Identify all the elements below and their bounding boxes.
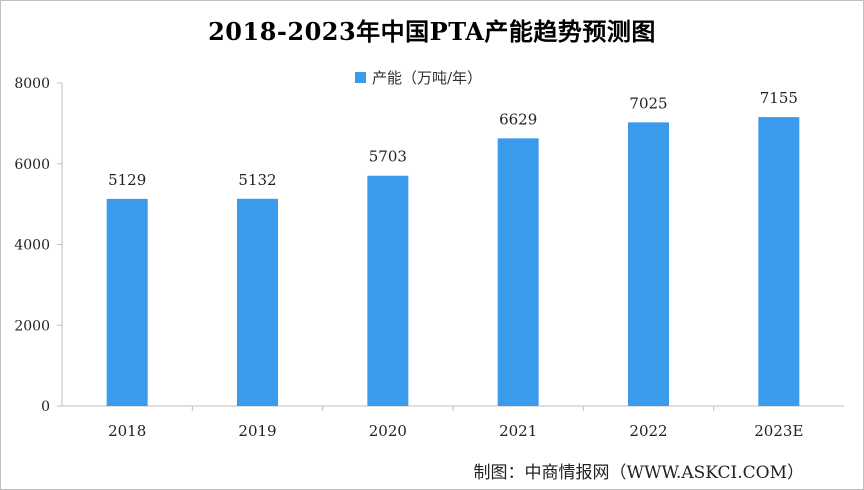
data-label: 5132 bbox=[238, 171, 276, 189]
data-label: 5129 bbox=[108, 171, 146, 189]
x-tick-label: 2018 bbox=[108, 422, 146, 440]
bar bbox=[106, 198, 148, 406]
bar bbox=[628, 122, 669, 406]
bar bbox=[758, 117, 800, 406]
y-tick-label: 4000 bbox=[14, 238, 50, 254]
data-label: 5703 bbox=[369, 148, 407, 166]
x-tick-label: 2019 bbox=[238, 422, 276, 440]
data-label: 7155 bbox=[760, 89, 798, 107]
y-tick-label: 8000 bbox=[14, 76, 50, 92]
y-tick-label: 0 bbox=[41, 399, 50, 415]
x-tick-label: 2022 bbox=[629, 422, 667, 440]
legend-label: 产能（万吨/年） bbox=[372, 68, 483, 87]
legend-swatch bbox=[355, 71, 366, 83]
bar bbox=[497, 138, 539, 406]
x-tick-label: 2021 bbox=[499, 422, 537, 440]
bar bbox=[367, 175, 409, 406]
chart-legend: 产能（万吨/年） bbox=[355, 67, 482, 87]
chart-title: 2018-2023年中国PTA产能趋势预测图 bbox=[208, 17, 656, 46]
bar bbox=[237, 198, 278, 406]
y-tick-label: 2000 bbox=[14, 318, 50, 334]
source-credit: 制图：中商情报网（WWW.ASKCI.COM） bbox=[473, 463, 805, 483]
y-tick-label: 6000 bbox=[14, 157, 50, 173]
data-label: 7025 bbox=[629, 94, 667, 112]
x-tick-label: 2023E bbox=[754, 422, 803, 440]
data-label: 6629 bbox=[499, 110, 537, 128]
x-tick-label: 2020 bbox=[369, 422, 407, 440]
